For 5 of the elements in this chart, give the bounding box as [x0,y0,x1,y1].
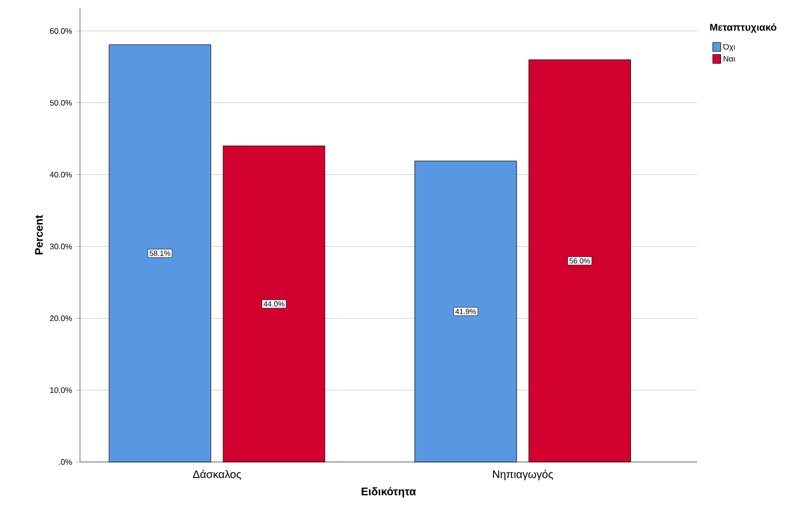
y-axis-title: Percent [35,215,43,254]
x-axis-title: Ειδικότητα [362,487,416,498]
x-tick-label: Νηπιαγωγός [493,470,553,480]
x-tick-label: Δάσκαλος [192,470,242,480]
legend-title: Μεταπτυχιακό [710,23,776,33]
